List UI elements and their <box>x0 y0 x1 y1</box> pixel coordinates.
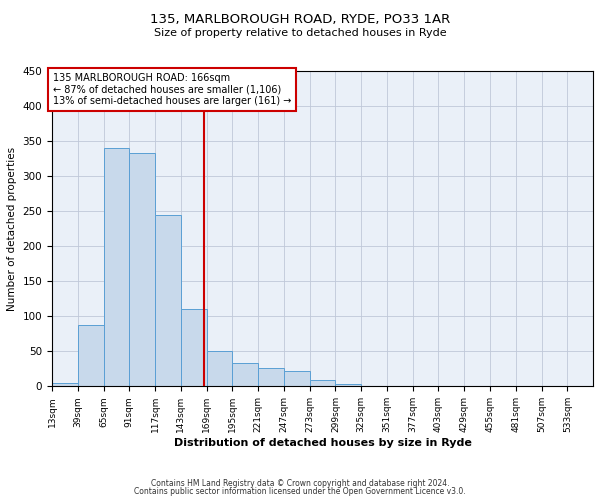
Bar <box>310 380 335 386</box>
Y-axis label: Number of detached properties: Number of detached properties <box>7 146 17 310</box>
Bar <box>335 384 361 386</box>
Text: Contains HM Land Registry data © Crown copyright and database right 2024.: Contains HM Land Registry data © Crown c… <box>151 478 449 488</box>
Text: Contains public sector information licensed under the Open Government Licence v3: Contains public sector information licen… <box>134 488 466 496</box>
Bar <box>258 368 284 386</box>
Bar <box>206 352 232 386</box>
Text: 135 MARLBOROUGH ROAD: 166sqm
← 87% of detached houses are smaller (1,106)
13% of: 135 MARLBOROUGH ROAD: 166sqm ← 87% of de… <box>53 73 292 106</box>
Bar <box>52 383 78 386</box>
Bar <box>232 364 258 386</box>
X-axis label: Distribution of detached houses by size in Ryde: Distribution of detached houses by size … <box>173 438 472 448</box>
Bar <box>104 148 129 386</box>
Bar <box>129 153 155 386</box>
Bar <box>181 310 206 386</box>
Bar <box>78 324 104 386</box>
Text: Size of property relative to detached houses in Ryde: Size of property relative to detached ho… <box>154 28 446 38</box>
Bar <box>284 371 310 386</box>
Bar <box>155 214 181 386</box>
Text: 135, MARLBOROUGH ROAD, RYDE, PO33 1AR: 135, MARLBOROUGH ROAD, RYDE, PO33 1AR <box>150 12 450 26</box>
